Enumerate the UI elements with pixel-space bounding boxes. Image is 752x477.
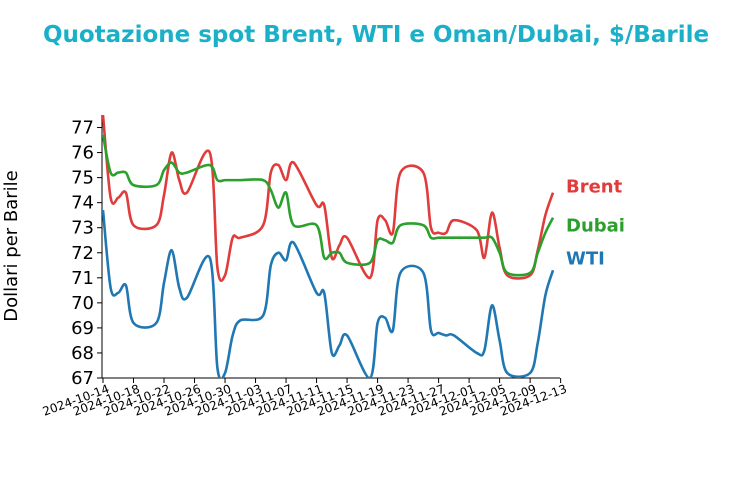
y-tick-label: 69 (71, 318, 94, 339)
y-tick-label: 74 (71, 193, 94, 214)
y-tick-label: 71 (71, 268, 94, 289)
chart-title: Quotazione spot Brent, WTI e Oman/Dubai,… (42, 22, 710, 48)
series-line-brent (102, 115, 555, 283)
series-label-dubai: Dubai (566, 216, 625, 237)
y-axis-label: Dollari per Barile (1, 170, 22, 322)
series-label-wti: WTI (566, 248, 605, 269)
y-tick-label: 72 (71, 243, 94, 264)
y-tick-label: 70 (71, 293, 94, 314)
series-labels: Brent Dubai WTI (566, 177, 625, 270)
y-tick-label: 68 (71, 343, 94, 364)
series-label-brent: Brent (566, 177, 623, 198)
series-lines (102, 115, 555, 378)
series-line-dubai (102, 134, 555, 277)
y-tick-label: 76 (71, 143, 94, 164)
y-tick-label: 75 (71, 168, 94, 189)
y-tick-label: 67 (71, 368, 94, 389)
series-line-wti (102, 210, 555, 378)
y-tick-label: 73 (71, 218, 94, 239)
y-tick-label: 77 (71, 118, 94, 139)
